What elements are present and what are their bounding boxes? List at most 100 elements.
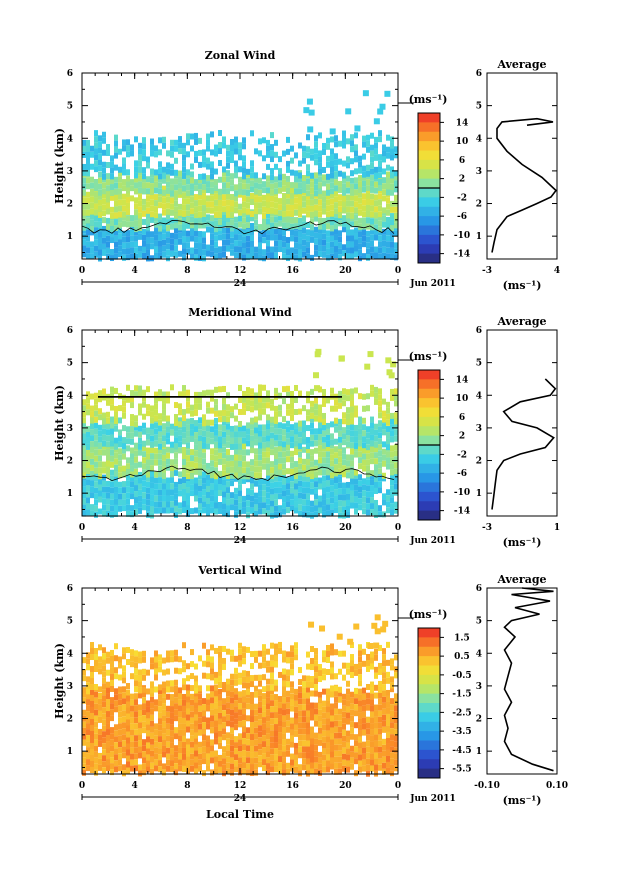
- heatmap-cell: [286, 391, 290, 398]
- heatmap-cell: [126, 486, 130, 493]
- heatmap-cell: [290, 493, 294, 500]
- heatmap-cell: [306, 415, 310, 422]
- heatmap-cell: [354, 201, 358, 208]
- heatmap-cell: [158, 736, 162, 743]
- heatmap-cell: [346, 212, 350, 219]
- heatmap-cell: [330, 673, 334, 680]
- heatmap-cell: [294, 467, 298, 474]
- heatmap-cell: [162, 751, 166, 758]
- heatmap-cell: [166, 501, 170, 508]
- heatmap-cell: [378, 456, 382, 463]
- heatmap-cell: [222, 470, 226, 477]
- heatmap-cell: [294, 766, 298, 773]
- heatmap-cell: [258, 662, 262, 669]
- heatmap-cell: [270, 684, 274, 691]
- heatmap-cell: [386, 767, 390, 774]
- heatmap-cell: [166, 723, 170, 730]
- heatmap-cell: [318, 428, 322, 435]
- heatmap-cell: [182, 470, 186, 477]
- heatmap-cell: [374, 470, 378, 477]
- heatmap-cell: [158, 225, 162, 232]
- heatmap-cell: [262, 445, 266, 452]
- heatmap-cell: [286, 175, 290, 182]
- heatmap-cell: [326, 230, 330, 237]
- heatmap-cell: [238, 697, 242, 704]
- heatmap-cell: [378, 178, 382, 185]
- heatmap-cell: [298, 463, 302, 470]
- heatmap-cell: [382, 750, 386, 757]
- heatmap-cell: [334, 714, 338, 721]
- heatmap-cell: [294, 724, 298, 731]
- heatmap-cell: [102, 182, 106, 189]
- heatmap-cell: [370, 428, 374, 435]
- heatmap-cell: [118, 717, 122, 724]
- heatmap-cell: [150, 255, 154, 262]
- heatmap-cell: [242, 201, 246, 208]
- heatmap-cell: [310, 702, 314, 709]
- heatmap-cell: [338, 696, 342, 703]
- heatmap-cell: [266, 691, 270, 698]
- x-tick-label: 12: [234, 266, 247, 276]
- colorbar-segment: [418, 768, 440, 779]
- heatmap-cell: [366, 497, 370, 504]
- heatmap-cell: [342, 427, 346, 434]
- heatmap-cell: [326, 700, 330, 707]
- heatmap-cell: [230, 219, 234, 226]
- heatmap-cell: [230, 212, 234, 219]
- heatmap-cell: [370, 741, 374, 748]
- heatmap-cell: [82, 454, 86, 461]
- heatmap-cell: [338, 690, 342, 697]
- heatmap-cell: [342, 189, 346, 196]
- heatmap-cell: [270, 706, 274, 713]
- heatmap-cell: [334, 246, 338, 253]
- heatmap-cell: [282, 463, 286, 470]
- heatmap-cell: [306, 193, 310, 200]
- heatmap-cell: [142, 457, 146, 464]
- heatmap-cell: [186, 461, 190, 468]
- heatmap-cell: [306, 487, 310, 494]
- heatmap-cell: [130, 459, 134, 466]
- heatmap-cell: [350, 454, 354, 461]
- heatmap-cell: [386, 444, 390, 451]
- heatmap-cell: [126, 504, 130, 511]
- heatmap-cell: [194, 391, 198, 398]
- heatmap-cell: [174, 499, 178, 506]
- heatmap-cell: [126, 208, 130, 215]
- heatmap-cell: [250, 228, 254, 235]
- heatmap-cell: [310, 646, 314, 653]
- heatmap-cell: [130, 438, 134, 445]
- heatmap-cell: [294, 409, 298, 416]
- heatmap-cell: [390, 473, 394, 480]
- heatmap-cell: [166, 680, 170, 687]
- heatmap-cell: [166, 705, 170, 712]
- heatmap-cell: [186, 430, 190, 437]
- heatmap-cell: [282, 686, 286, 693]
- heatmap-cell: [194, 681, 198, 688]
- heatmap-cell: [126, 187, 130, 194]
- heatmap-cell: [118, 699, 122, 706]
- heatmap-cell: [138, 746, 142, 753]
- heatmap-cell: [306, 481, 310, 488]
- heatmap-cell: [170, 680, 174, 687]
- heatmap-cell: [94, 659, 98, 666]
- heatmap-cell: [366, 134, 370, 141]
- heatmap-cell: [370, 479, 374, 486]
- heatmap-cell: [310, 205, 314, 212]
- heatmap-cell: [354, 214, 358, 221]
- heatmap-cell: [86, 485, 90, 492]
- heatmap-cell: [230, 685, 234, 692]
- heatmap-cell: [82, 433, 86, 440]
- heatmap-cell: [338, 212, 342, 219]
- heatmap-cell: [86, 705, 90, 712]
- heatmap-cell: [382, 714, 386, 721]
- heatmap-cell: [278, 181, 282, 188]
- heatmap-cell: [234, 499, 238, 506]
- heatmap-cell: [186, 493, 190, 500]
- heatmap-cell: [174, 487, 178, 494]
- heatmap-cell: [266, 181, 270, 188]
- heatmap-cell: [234, 667, 238, 674]
- heatmap-cell: [394, 222, 398, 229]
- heatmap-cell: [118, 448, 122, 455]
- heatmap-cell: [330, 188, 334, 195]
- heatmap-cell: [102, 428, 106, 435]
